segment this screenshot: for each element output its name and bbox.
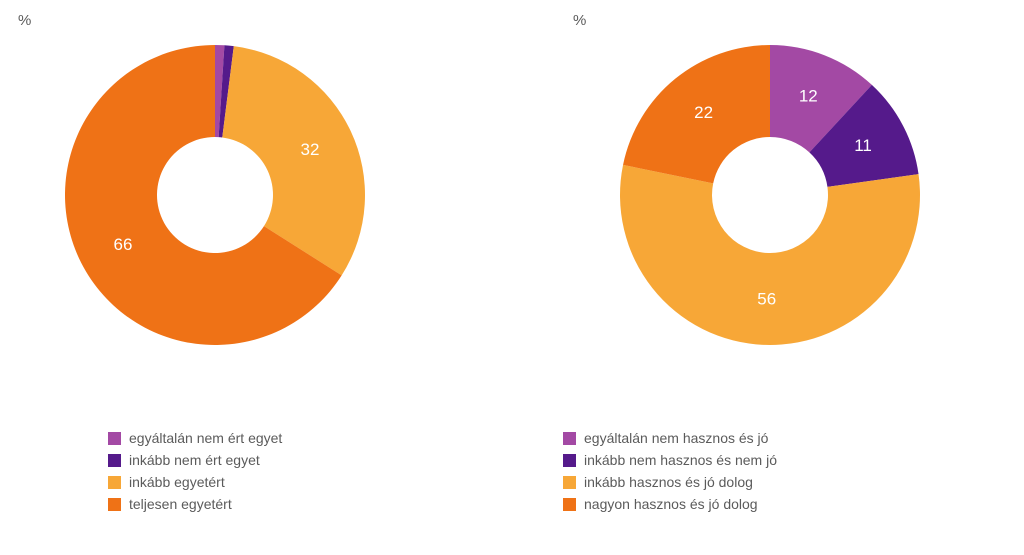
legend-label: teljesen egyetért <box>129 496 232 512</box>
legend-swatch <box>108 432 121 445</box>
legend-item: teljesen egyetért <box>108 494 282 514</box>
legend-item: egyáltalán nem ért egyet <box>108 428 282 448</box>
legend-swatch <box>108 498 121 511</box>
legend-item: nagyon hasznos és jó dolog <box>563 494 777 514</box>
legend-label: egyáltalán nem hasznos és jó <box>584 430 768 446</box>
legend-label: inkább nem hasznos és nem jó <box>584 452 777 468</box>
legend-label: nagyon hasznos és jó dolog <box>584 496 758 512</box>
slice-value-label: 11 <box>854 136 872 155</box>
legend-label: inkább nem ért egyet <box>129 452 260 468</box>
donut-slice <box>620 165 920 345</box>
legend-swatch <box>563 498 576 511</box>
legend-swatch <box>108 454 121 467</box>
legend-label: egyáltalán nem ért egyet <box>129 430 282 446</box>
left-legend: egyáltalán nem ért egyet inkább nem ért e… <box>108 426 282 516</box>
legend-swatch <box>563 476 576 489</box>
legend-swatch <box>563 454 576 467</box>
legend-label: inkább egyetért <box>129 474 225 490</box>
legend-item: egyáltalán nem hasznos és jó <box>563 428 777 448</box>
right-legend: egyáltalán nem hasznos és jó inkább nem h… <box>563 426 777 516</box>
legend-swatch <box>563 432 576 445</box>
slice-value-label: 22 <box>694 103 713 122</box>
right-donut-chart: 12 11 56 22 <box>0 0 950 375</box>
legend-item: inkább nem hasznos és nem jó <box>563 450 777 470</box>
legend-item: inkább egyetért <box>108 472 282 492</box>
right-axis-label: % <box>573 12 586 29</box>
legend-item: inkább hasznos és jó dolog <box>563 472 777 492</box>
legend-swatch <box>108 476 121 489</box>
legend-label: inkább hasznos és jó dolog <box>584 474 753 490</box>
slice-value-label: 12 <box>799 87 818 106</box>
right-chart-container: % 12 11 56 22 <box>0 0 950 375</box>
slice-value-label: 56 <box>757 289 776 308</box>
legend-item: inkább nem ért egyet <box>108 450 282 470</box>
